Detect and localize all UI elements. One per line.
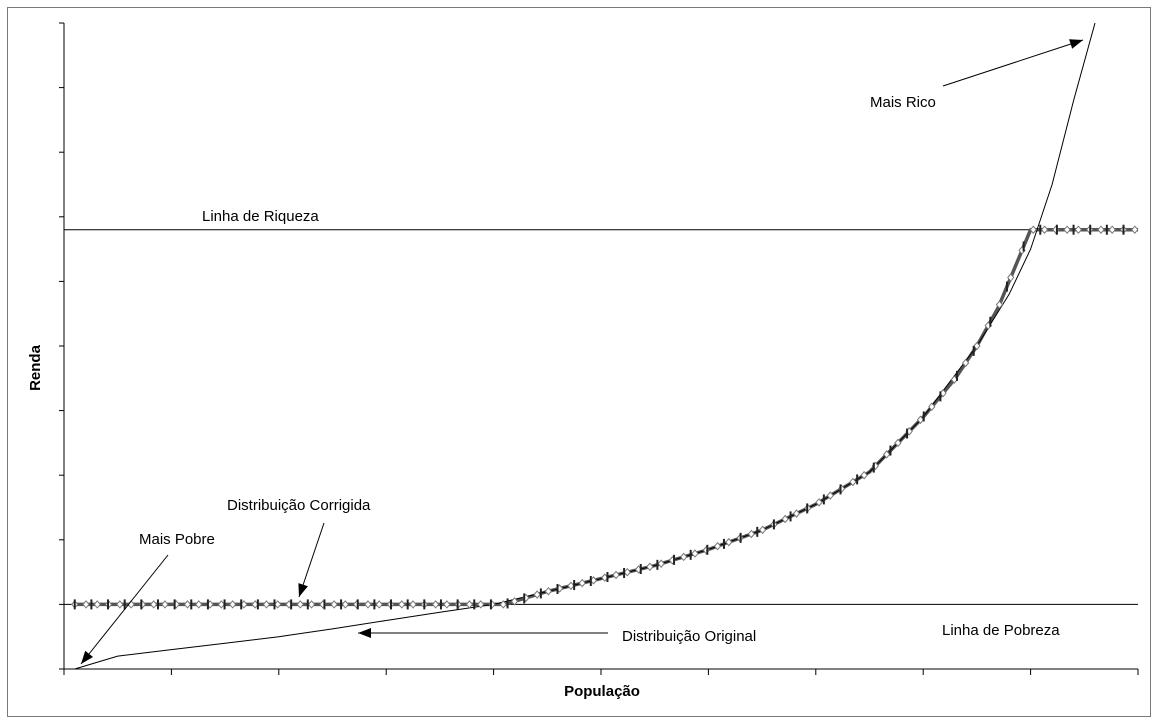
corrected-marker [1007, 273, 1015, 282]
annotation-arrows [80, 39, 1084, 665]
annotation-distribuicao-corrigida: Distribuição Corrigida [227, 497, 371, 514]
corrected-marker [228, 600, 237, 609]
corrected-marker [894, 438, 902, 448]
corrected-marker [758, 525, 767, 535]
corrected-marker [341, 600, 350, 609]
corrected-marker [792, 509, 801, 518]
corrected-marker [330, 600, 338, 609]
corrected-marker [578, 578, 586, 588]
corrected-marker [544, 586, 553, 596]
corrected-marker [612, 570, 620, 580]
corrected-marker [928, 402, 936, 411]
corrected-marker [150, 600, 158, 609]
poverty-line-label: Linha de Pobreza [942, 622, 1060, 639]
corrected-marker [815, 498, 823, 507]
corrected-marker [916, 415, 925, 425]
corrected-marker [646, 562, 654, 572]
corrected-marker [364, 600, 372, 609]
corrected-marker [375, 600, 383, 609]
corrected-marker [1074, 225, 1083, 234]
corrected-marker [1131, 225, 1139, 234]
corrected-marker [995, 300, 1004, 309]
corrected-marker [725, 537, 733, 547]
corrected-marker [138, 600, 147, 609]
corrected-marker [826, 491, 834, 500]
axes [59, 22, 1139, 675]
corrected-marker [1052, 225, 1060, 234]
corrected-marker [860, 470, 868, 480]
reference-lines [64, 229, 1138, 605]
corrected-marker [1108, 225, 1116, 234]
annotation-distribuicao-original: Distribuição Original [622, 628, 756, 645]
arrow-mais-rico-head [1069, 39, 1083, 49]
corrected-marker [274, 600, 282, 609]
corrected-marker [116, 600, 124, 609]
corrected-marker [657, 559, 665, 568]
corrected-marker [567, 581, 575, 591]
corrected-marker [296, 600, 304, 609]
series-layer [71, 22, 1139, 670]
corrected-marker [713, 541, 722, 551]
corrected-marker [307, 600, 316, 609]
corrected-marker [477, 600, 485, 609]
corrected-marker [409, 600, 417, 609]
corrected-marker [488, 600, 496, 609]
corrected-marker [195, 600, 203, 609]
corrected-marker [1040, 225, 1049, 234]
original-distribution-line [74, 22, 1096, 670]
corrected-marker [1063, 225, 1071, 234]
corrected-marker [183, 600, 192, 609]
corrected-marker [499, 600, 507, 609]
annotation-mais-rico: Mais Rico [870, 94, 936, 111]
arrow-distribuicao-original-head [358, 628, 371, 638]
corrected-marker [398, 600, 406, 609]
corrected-marker [680, 552, 688, 562]
corrected-marker [973, 341, 981, 351]
x-axis-title: População [564, 683, 640, 700]
corrected-marker [217, 600, 225, 609]
corrected-marker [510, 597, 519, 606]
corrected-marker [781, 514, 789, 524]
arrow-distribuicao-corrigida-line [298, 522, 325, 598]
wealth-line-label: Linha de Riqueza [202, 208, 319, 225]
text-layer: População Renda Linha de Riqueza Linha d… [27, 94, 1060, 700]
arrow-mais-pobre-head [81, 650, 93, 664]
corrected-marker [82, 600, 90, 609]
corrected-marker [431, 600, 440, 609]
corrected-marker [1029, 225, 1037, 234]
corrected-marker [1097, 225, 1105, 234]
annotation-mais-pobre: Mais Pobre [139, 531, 215, 548]
chart-frame: População Renda Linha de Riqueza Linha d… [7, 7, 1151, 717]
corrected-marker [353, 600, 361, 609]
corrected-marker [623, 567, 631, 577]
arrow-distribuicao-corrigida-head [298, 583, 308, 597]
corrected-marker [262, 600, 271, 609]
corrected-marker [161, 600, 169, 609]
corrected-distribution-line [74, 227, 1138, 607]
corrected-marker [849, 477, 857, 487]
corrected-marker [443, 600, 451, 609]
arrow-mais-rico-line [942, 39, 1084, 87]
corrected-marker [465, 600, 474, 609]
corrected-marker [691, 549, 699, 558]
corrected-marker [883, 450, 891, 459]
corrected-marker [747, 529, 756, 539]
corrected-marker [961, 358, 970, 368]
corrected-marker [533, 590, 541, 599]
y-axis-title: Renda [27, 344, 44, 391]
arrow-mais-pobre-line [80, 554, 169, 665]
corrected-marker [93, 600, 101, 609]
chart-svg: População Renda Linha de Riqueza Linha d… [27, 22, 1139, 700]
